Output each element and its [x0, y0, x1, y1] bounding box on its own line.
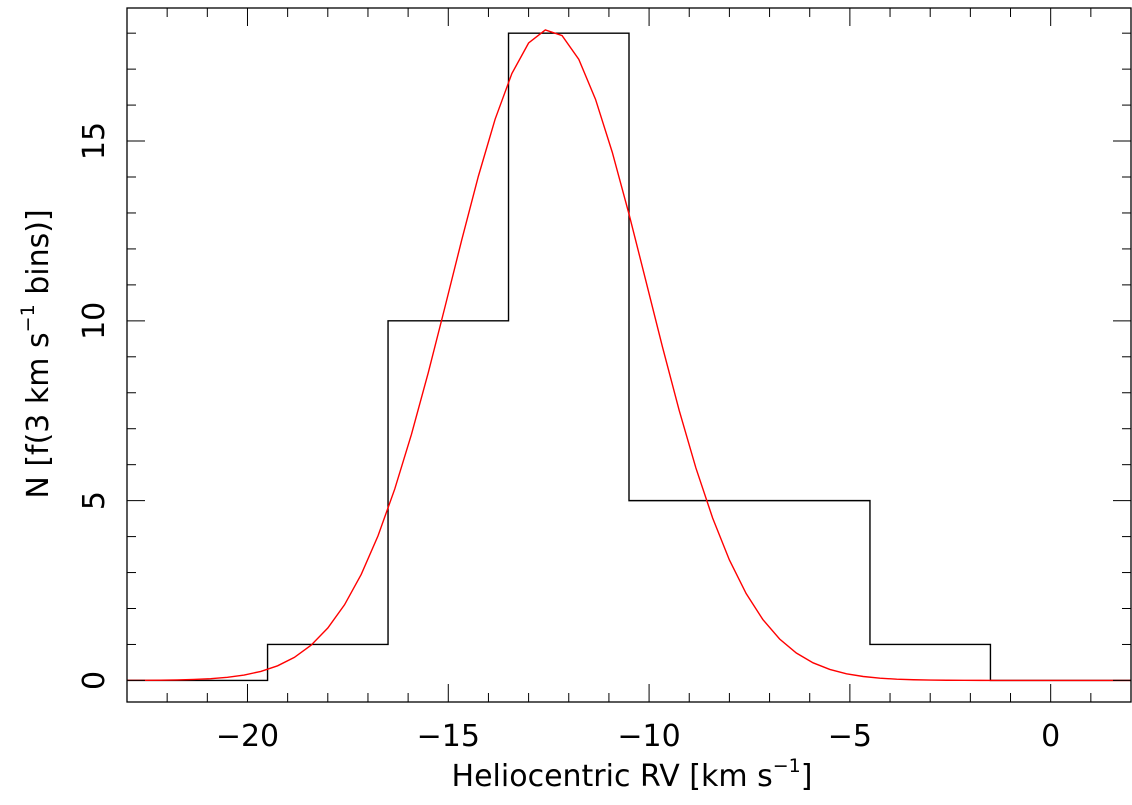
gaussian-fit-layer [126, 29, 1131, 682]
y-tick-labels: 0 5 10 15 [77, 122, 112, 690]
x-axis-title-superscript: −1 [773, 755, 801, 777]
y-tick-label: 15 [77, 122, 112, 160]
y-tick-label: 5 [77, 491, 112, 510]
histogram-outline [127, 32, 1131, 682]
x-axis-title: Heliocentric RV [km s−1] [452, 755, 813, 794]
x-tick-labels: −20 −15 −10 −5 0 [216, 719, 1060, 754]
y-axis-title-main: N [f(3 km s [21, 332, 56, 498]
x-tick-label: 0 [1041, 719, 1060, 754]
histogram-bar [629, 501, 870, 681]
tick-marks [126, 8, 1132, 702]
plot-frame [126, 7, 1132, 703]
plot-border [126, 7, 1132, 703]
gaussian-fit-line [126, 29, 1131, 682]
histogram-bar [388, 321, 508, 681]
y-axis-title: N [f(3 km s−1 bins)] [17, 209, 56, 498]
histogram-layer [127, 32, 1131, 682]
y-axis-title-superscript: −1 [17, 304, 39, 332]
x-tick-label: −20 [216, 719, 279, 754]
x-axis-title-main: Heliocentric RV [km s [452, 759, 773, 794]
histogram-bar [509, 33, 629, 680]
y-tick-label: 0 [77, 671, 112, 690]
x-axis-title-close: ] [801, 759, 813, 794]
x-tick-label: −5 [828, 719, 872, 754]
histogram-bar [870, 644, 990, 680]
y-axis-title-close: bins)] [21, 209, 56, 304]
x-tick-label: −10 [617, 719, 680, 754]
y-tick-label: 10 [77, 302, 112, 340]
x-tick-label: −15 [417, 719, 480, 754]
